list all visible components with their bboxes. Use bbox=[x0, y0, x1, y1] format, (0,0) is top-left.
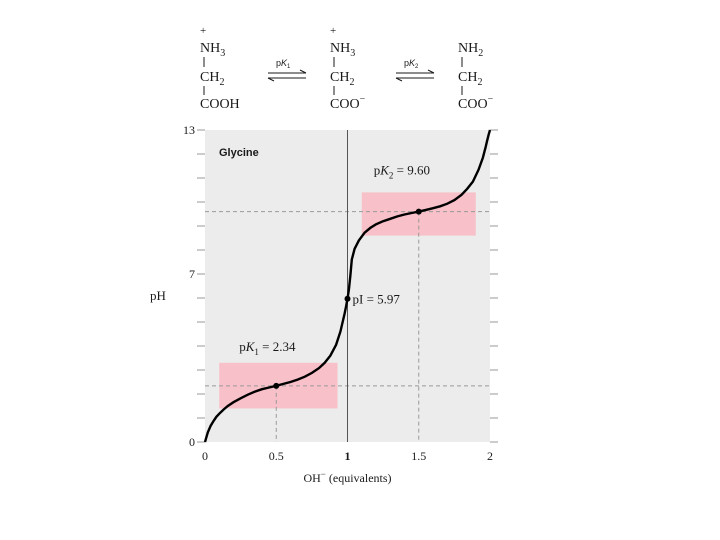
x-axis-label: OH− (equivalents) bbox=[303, 469, 391, 485]
key-point-3 bbox=[415, 208, 422, 215]
y-tick-label: 13 bbox=[183, 123, 195, 137]
point-label-1: pK1 = 2.34 bbox=[239, 339, 296, 357]
species-cationic: + NH3 CH2 COOH bbox=[200, 25, 240, 112]
species-zwitterion: + NH3 CH2 COO− bbox=[330, 25, 366, 112]
point-label-3: pK2 = 9.60 bbox=[374, 163, 430, 181]
y-axis-label: pH bbox=[150, 288, 166, 303]
titration-curve bbox=[203, 129, 492, 443]
carboxylate-group: COO− bbox=[330, 94, 366, 112]
amine-group: NH3 bbox=[200, 41, 225, 59]
amine-group: NH3 bbox=[330, 41, 355, 59]
x-tick-label: 1 bbox=[345, 449, 351, 463]
carboxyl-group: COOH bbox=[200, 97, 240, 112]
y-tick-label: 7 bbox=[189, 267, 195, 281]
methylene-group: CH2 bbox=[200, 70, 224, 88]
x-tick-label: 2 bbox=[487, 449, 493, 463]
species-anionic: NH2 CH2 COO− bbox=[458, 41, 494, 112]
charge-label: + bbox=[200, 25, 206, 37]
pk2-arrow-label: pK2 bbox=[404, 58, 419, 70]
x-tick-label: 0.5 bbox=[269, 449, 284, 463]
chart-title: Glycine bbox=[219, 147, 259, 159]
key-point-2 bbox=[344, 295, 351, 302]
amine-group: NH2 bbox=[458, 41, 483, 59]
pk1-arrow-label: pK1 bbox=[276, 58, 291, 70]
y-tick-label: 0 bbox=[189, 435, 195, 449]
key-point-1 bbox=[273, 382, 280, 389]
charge-label: + bbox=[330, 25, 336, 37]
methylene-group: CH2 bbox=[330, 70, 354, 88]
ionization-scheme: + NH3 CH2 COOH pK1 + NH3 CH2 COO− pK2 NH… bbox=[200, 25, 494, 112]
carboxylate-group: COO− bbox=[458, 94, 494, 112]
equilibrium-arrow-1: pK1 bbox=[267, 58, 307, 82]
point-label-2: pI = 5.97 bbox=[353, 292, 401, 307]
x-tick-label: 0 bbox=[202, 449, 208, 463]
methylene-group: CH2 bbox=[458, 70, 482, 88]
equilibrium-arrow-2: pK2 bbox=[395, 58, 435, 82]
x-tick-label: 1.5 bbox=[411, 449, 426, 463]
